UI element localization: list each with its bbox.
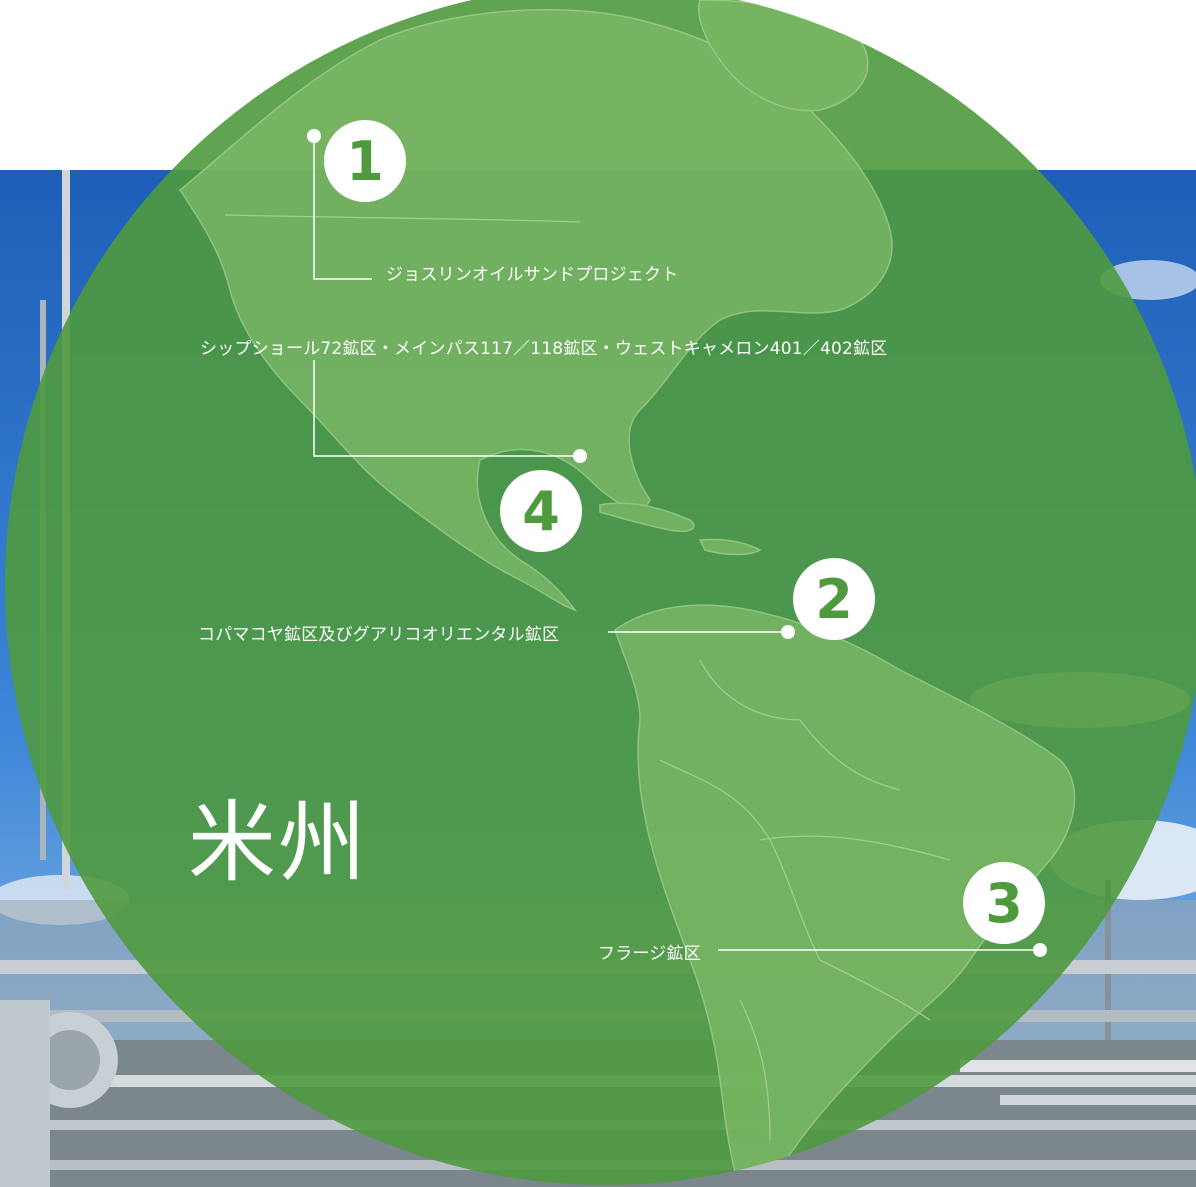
dot-project-4	[573, 449, 587, 463]
project-marker-3[interactable]: 3	[963, 862, 1045, 944]
project-number-4: 4	[522, 479, 560, 543]
leader-dots	[307, 129, 1047, 957]
project-number-3: 3	[985, 871, 1023, 935]
project-label-3: フラージ鉱区	[598, 944, 701, 964]
country-borders	[224, 214, 951, 1141]
project-marker-4[interactable]: 4	[500, 470, 582, 552]
region-title: 米州	[188, 791, 369, 894]
project-number-1: 1	[346, 129, 384, 193]
project-number-2: 2	[815, 567, 853, 631]
leader-lines	[313, 136, 1040, 951]
dot-project-3	[1033, 943, 1047, 957]
dot-project-1	[307, 129, 321, 143]
project-marker-1[interactable]: 1	[324, 120, 406, 202]
project-label-2: コパマコヤ鉱区及びグアリコオリエンタル鉱区	[198, 625, 560, 645]
project-marker-2[interactable]: 2	[793, 558, 875, 640]
project-label-4: シップショール72鉱区・メインパス117／118鉱区・ウェストキャメロン401／…	[200, 339, 888, 359]
dot-project-2	[781, 625, 795, 639]
project-label-1: ジョスリンオイルサンドプロジェクト	[386, 265, 679, 285]
